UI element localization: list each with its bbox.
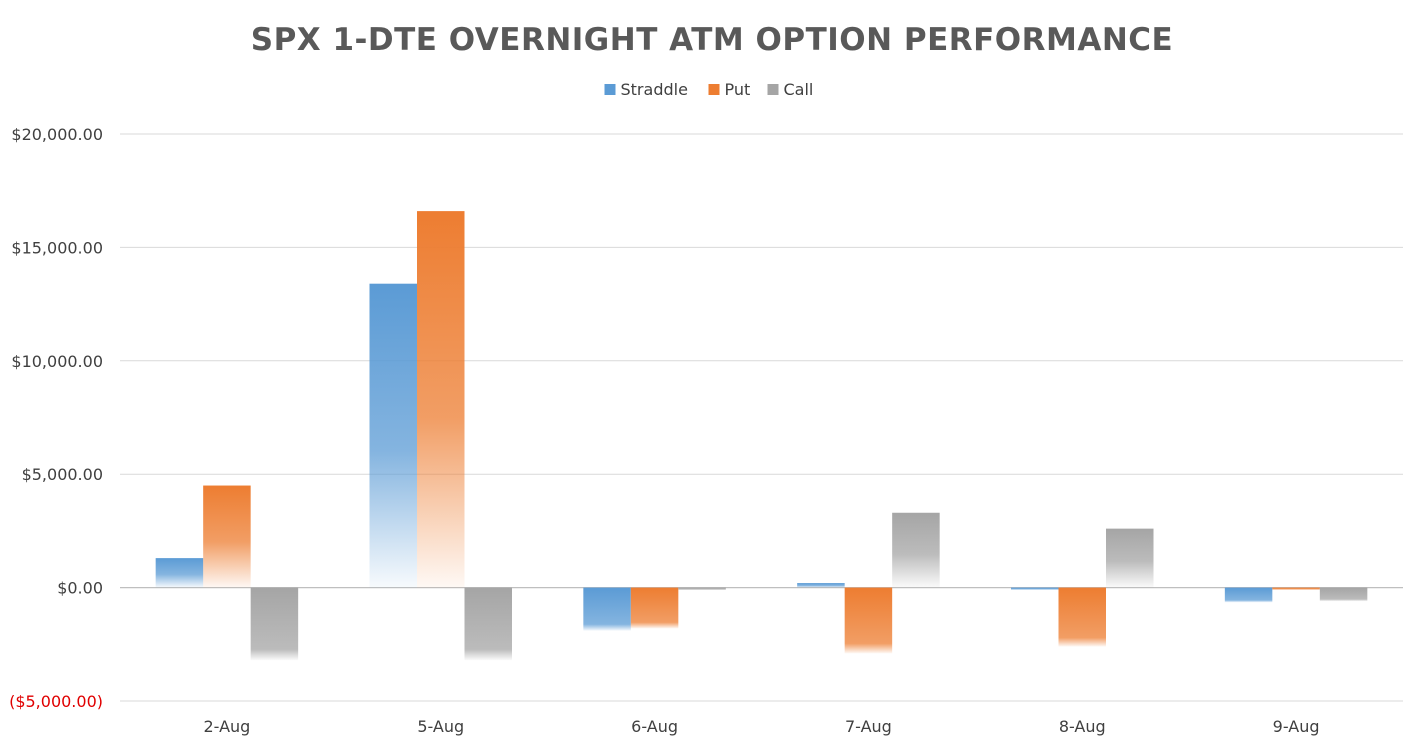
legend-label-put: Put [725,80,751,99]
legend-label-call: Call [784,80,814,99]
y-tick-label: ($5,000.00) [9,692,103,711]
chart-title: SPX 1-DTE OVERNIGHT ATM OPTION PERFORMAN… [251,22,1173,58]
y-tick-label: $0.00 [57,579,103,598]
x-tick-label: 5-Aug [417,717,464,736]
bar-put-7-aug [844,587,893,654]
bar-straddle-8-aug [1011,587,1059,590]
gridlines [120,133,1403,702]
x-tick-label: 9-Aug [1273,717,1320,736]
y-tick-label: $10,000.00 [11,352,103,371]
bar-put-8-aug [1058,587,1106,647]
bar-call-5-aug [464,587,512,661]
legend-swatch-put [708,84,720,95]
bar-call-7-aug [892,512,940,588]
x-tick-label: 8-Aug [1059,717,1106,736]
bar-put-2-aug [203,485,251,588]
bar-put-6-aug [630,587,679,629]
bar-straddle-9-aug [1224,587,1273,603]
legend-swatch-straddle [604,84,616,95]
bar-call-6-aug [678,587,726,590]
x-axis: 2-Aug 5-Aug 6-Aug 7-Aug 8-Aug 9-Aug [203,717,1319,736]
bar-straddle-6-aug [583,587,631,631]
legend-label-straddle: Straddle [621,80,688,99]
bar-call-9-aug [1319,587,1368,602]
bars [155,211,1368,661]
bar-call-2-aug [250,587,299,661]
y-tick-label: $5,000.00 [22,465,103,484]
bar-call-8-aug [1106,528,1154,588]
y-tick-label: $15,000.00 [11,238,103,257]
bar-straddle-5-aug [369,283,417,588]
y-axis: $20,000.00 $15,000.00 $10,000.00 $5,000.00 $… [9,125,103,711]
bar-put-9-aug [1272,587,1320,590]
legend: Straddle Put Call [604,80,814,99]
bar-straddle-2-aug [155,558,204,588]
bar-put-5-aug [417,211,465,588]
x-tick-label: 6-Aug [631,717,678,736]
y-tick-label: $20,000.00 [11,125,103,144]
legend-swatch-call [767,84,779,95]
x-tick-label: 2-Aug [203,717,250,736]
bar-straddle-7-aug [797,583,845,588]
x-tick-label: 7-Aug [845,717,892,736]
